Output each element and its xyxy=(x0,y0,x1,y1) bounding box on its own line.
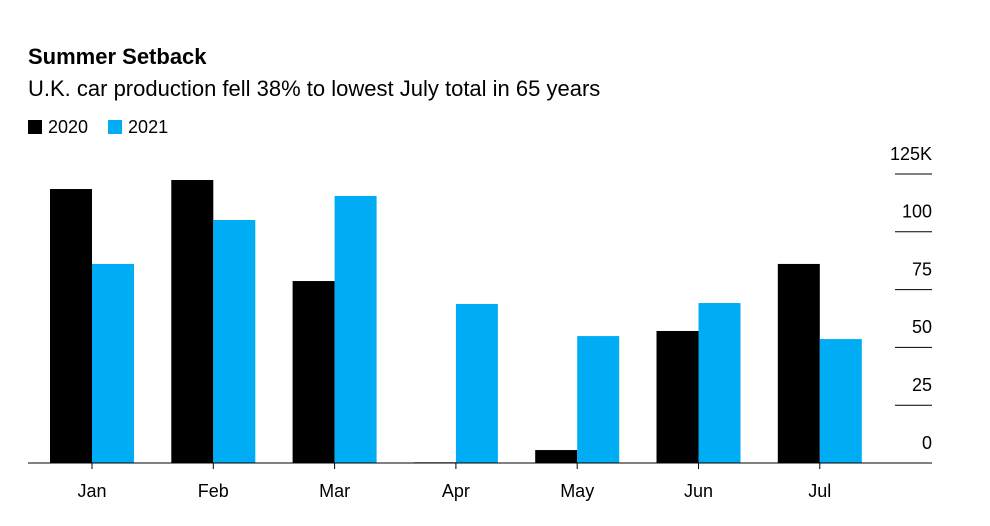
x-tick-label: Jan xyxy=(77,481,106,501)
bar xyxy=(819,339,862,463)
y-tick-label: 125K xyxy=(890,144,932,164)
bar xyxy=(334,195,377,464)
y-tick-label: 50 xyxy=(912,317,932,337)
y-tick-label: 25 xyxy=(912,375,932,395)
legend-swatch xyxy=(108,120,123,134)
bar xyxy=(656,330,699,463)
chart-title: Summer Setback xyxy=(28,44,207,69)
bar xyxy=(213,220,256,463)
bar xyxy=(92,263,134,463)
chart-subtitle: U.K. car production fell 38% to lowest J… xyxy=(28,76,600,101)
x-tick-label: Jun xyxy=(684,481,713,501)
bar xyxy=(535,450,578,463)
legend-label: 2020 xyxy=(48,117,88,137)
x-tick-label: May xyxy=(560,481,594,501)
legend-label: 2021 xyxy=(128,117,168,137)
bar xyxy=(50,189,92,463)
y-tick-label: 0 xyxy=(922,433,932,453)
x-tick-label: Feb xyxy=(198,481,229,501)
bar xyxy=(577,336,620,463)
x-tick-label: Jul xyxy=(808,481,831,501)
bar xyxy=(698,303,741,463)
y-tick-label: 75 xyxy=(912,259,932,279)
y-tick-label: 100 xyxy=(902,202,932,222)
x-tick-label: Apr xyxy=(442,481,470,501)
bar xyxy=(455,303,498,463)
bar xyxy=(292,281,335,463)
legend-swatch xyxy=(28,120,42,134)
bar xyxy=(777,263,820,463)
x-tick-label: Mar xyxy=(319,481,350,501)
bar xyxy=(171,180,214,463)
